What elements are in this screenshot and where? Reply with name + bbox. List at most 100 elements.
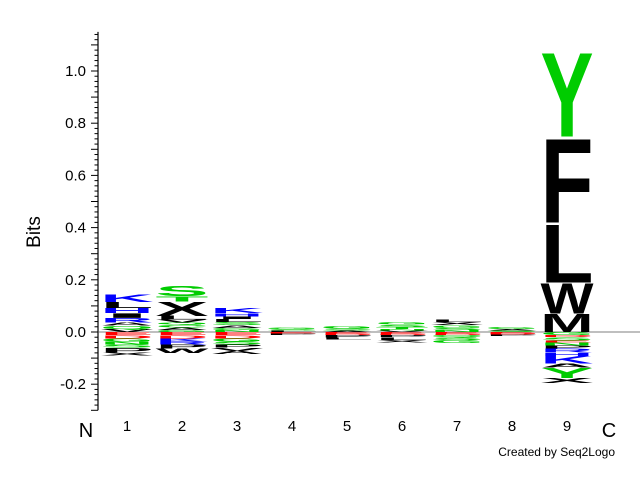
- y-tick-label: 1.0: [65, 63, 86, 80]
- position-label: 3: [233, 418, 241, 435]
- residue-glyph: G: [266, 327, 319, 329]
- residue-glyph: E: [486, 332, 539, 334]
- residue-glyph: A: [541, 363, 594, 369]
- y-tick-label: 0.8: [65, 115, 86, 132]
- residue-glyph: K: [100, 293, 153, 305]
- residue-glyph: G: [431, 339, 484, 344]
- residue-glyph: S: [156, 283, 209, 299]
- residue-glyph: X: [376, 339, 430, 343]
- residue-glyph: E: [541, 340, 594, 343]
- position-label: 2: [178, 418, 186, 435]
- residue-glyph: H: [541, 352, 594, 357]
- residue-glyph: G: [101, 337, 154, 342]
- position-label: 6: [398, 418, 406, 435]
- residue-glyph: D: [156, 334, 209, 339]
- residue-glyph: S: [211, 341, 264, 346]
- residue-glyph: K: [211, 307, 264, 315]
- position-label: 4: [288, 418, 296, 435]
- residue-glyph: E: [211, 331, 264, 336]
- residue-glyph: P: [101, 346, 154, 353]
- residue-glyph: Q: [101, 325, 154, 330]
- residue-glyph: G: [211, 327, 264, 330]
- residue-glyph: Q: [431, 335, 484, 338]
- residue-glyph: V: [211, 347, 265, 352]
- residue-glyph: L: [156, 315, 209, 321]
- y-tick-label: -0.2: [60, 376, 86, 393]
- c-terminus-label: C: [602, 420, 616, 442]
- residue-glyph: A: [101, 322, 154, 327]
- y-axis-label: Bits: [24, 216, 45, 248]
- residue-glyph: F: [541, 115, 594, 249]
- residue-glyph: W: [155, 347, 208, 354]
- residue-glyph: I: [211, 316, 264, 320]
- residue-glyph: P: [211, 344, 264, 349]
- residue-glyph: P: [376, 335, 429, 338]
- residue-glyph: M: [541, 309, 594, 337]
- residue-glyph: V: [376, 330, 430, 332]
- residue-glyph: D: [486, 333, 539, 335]
- residue-glyph: G: [430, 325, 483, 329]
- residue-glyph: D: [101, 334, 154, 339]
- residue-glyph: N: [375, 328, 428, 330]
- credit-text: Created by Seq2Logo: [498, 445, 615, 459]
- residue-glyph: N: [431, 329, 484, 332]
- residue-glyph: P: [156, 343, 209, 349]
- residue-glyph: E: [156, 331, 209, 336]
- residue-glyph: A: [485, 328, 538, 330]
- residue-glyph: S: [101, 344, 154, 349]
- residue-glyph: X: [431, 321, 485, 326]
- residue-glyph: E: [266, 332, 319, 334]
- residue-glyph: S: [376, 324, 429, 327]
- residue-glyph: H: [101, 307, 154, 315]
- residue-glyph: V: [101, 328, 155, 333]
- residue-glyph: G: [211, 337, 264, 342]
- residue-glyph: A: [320, 330, 373, 332]
- residue-glyph: G: [375, 321, 428, 325]
- y-tick-label: 0.2: [65, 272, 86, 289]
- residue-glyph: C: [156, 324, 209, 328]
- residue-glyph: E: [101, 331, 154, 336]
- residue-glyph: G: [320, 325, 373, 329]
- residue-glyph: L: [431, 319, 484, 323]
- residue-glyph: L: [541, 208, 594, 301]
- residue-glyph: K: [540, 354, 593, 366]
- residue-glyph: L: [376, 337, 429, 341]
- residue-glyph: E: [431, 332, 484, 334]
- position-label: 7: [453, 418, 461, 435]
- residue-glyph: I: [101, 312, 154, 319]
- position-label: 8: [508, 418, 516, 435]
- residue-glyph: P: [486, 334, 539, 336]
- x-axis-position-labels: 1 2 3 4 5 6 7 8 9: [123, 418, 571, 435]
- residue-glyph: P: [266, 333, 319, 335]
- residue-glyph: D: [320, 333, 373, 335]
- residue-glyph: Q: [156, 322, 209, 325]
- residue-glyph: R: [541, 348, 594, 354]
- position-label: 1: [123, 418, 131, 435]
- y-tick-label: 0.0: [65, 324, 86, 341]
- residue-glyph: G: [156, 329, 209, 332]
- residue-glyph: D: [430, 333, 483, 335]
- residue-glyph: S: [541, 336, 594, 341]
- residue-glyph: P: [321, 334, 374, 338]
- residue-glyph: T: [376, 326, 429, 329]
- residue-glyph: Y: [541, 365, 594, 381]
- residue-glyph: G: [541, 331, 594, 336]
- residue-glyph: D: [541, 335, 594, 338]
- residue-glyph: X: [101, 352, 155, 357]
- y-tick-label: 0.4: [65, 220, 86, 237]
- residue-glyph: E: [376, 332, 429, 334]
- residue-glyph: T: [155, 295, 208, 303]
- y-tick-label: 0.6: [65, 167, 86, 184]
- residue-glyph: S: [486, 330, 539, 332]
- residue-glyph: N: [101, 341, 154, 346]
- residue-glyph: R: [101, 317, 154, 324]
- residue-glyph: N: [211, 329, 264, 332]
- residue-glyph: G: [486, 326, 539, 329]
- residue-glyph: E: [321, 332, 374, 334]
- residue-glyph: V: [156, 319, 210, 324]
- y-axis: -0.2 0.0 0.2 0.4 0.6 0.8 1.0: [60, 31, 640, 411]
- residue-glyph: S: [211, 321, 264, 326]
- residue-glyph: L: [266, 330, 319, 332]
- residue-glyph: R: [156, 341, 209, 346]
- residue-glyph: H: [211, 312, 264, 317]
